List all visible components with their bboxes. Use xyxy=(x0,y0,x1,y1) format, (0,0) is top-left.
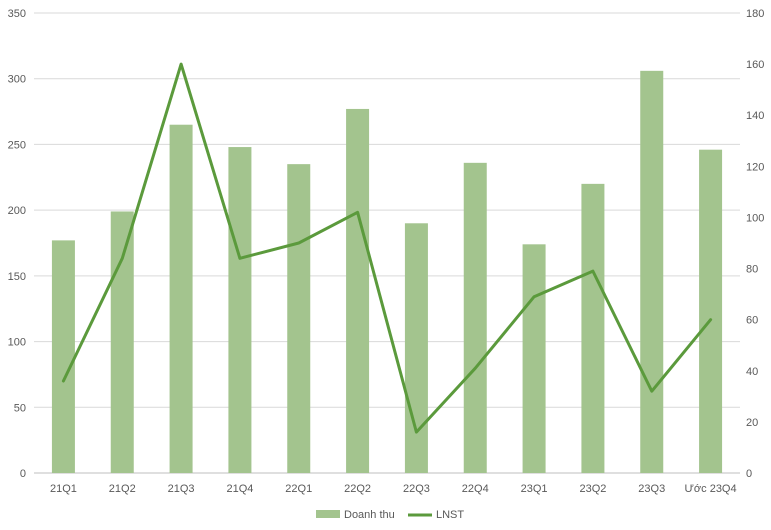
y-left-tick-label: 200 xyxy=(8,205,26,217)
y-left-tick-label: 0 xyxy=(20,468,26,480)
y-axis-right: 0 20 40 60 80 100 120 140 160 180 xyxy=(746,8,764,480)
y-right-tick-label: 60 xyxy=(746,315,758,327)
x-tick-label: 23Q1 xyxy=(521,483,548,495)
bar-doanh-thu xyxy=(699,149,723,473)
y-left-tick-label: 150 xyxy=(8,271,26,283)
bar-doanh-thu xyxy=(463,162,487,474)
x-tick-label: Ước 23Q4 xyxy=(685,483,737,495)
y-right-tick-label: 160 xyxy=(746,59,764,71)
x-tick-label: 21Q4 xyxy=(226,483,253,495)
y-right-tick-label: 180 xyxy=(746,8,764,20)
y-left-tick-label: 100 xyxy=(8,337,26,349)
x-tick-label: 22Q3 xyxy=(403,483,430,495)
bar-doanh-thu xyxy=(346,108,370,473)
bar-doanh-thu xyxy=(51,240,75,473)
y-left-tick-label: 250 xyxy=(8,139,26,151)
y-right-tick-label: 100 xyxy=(746,212,764,224)
legend-label-lnst: LNST xyxy=(436,509,464,521)
x-tick-label: 21Q2 xyxy=(109,483,136,495)
x-tick-label: 23Q2 xyxy=(579,483,606,495)
bar-doanh-thu xyxy=(404,223,428,473)
legend: Doanh thu LNST xyxy=(316,509,464,521)
bar-doanh-thu xyxy=(522,244,546,473)
profit-line-series xyxy=(61,62,713,434)
y-right-tick-label: 120 xyxy=(746,161,764,173)
bar-doanh-thu xyxy=(287,164,311,473)
y-right-tick-label: 20 xyxy=(746,417,758,429)
y-right-tick-label: 0 xyxy=(746,468,752,480)
gridlines xyxy=(34,12,740,474)
y-left-tick-label: 350 xyxy=(8,8,26,20)
y-left-tick-label: 300 xyxy=(8,74,26,86)
line-lnst xyxy=(61,62,713,434)
bar-doanh-thu xyxy=(169,124,193,473)
x-axis: 21Q1 21Q2 21Q3 21Q4 22Q1 22Q2 22Q3 22Q4 23Q1 23Q2… xyxy=(50,483,737,495)
x-tick-label: 23Q3 xyxy=(638,483,665,495)
y-axis-left: 0 50 100 150 200 250 300 350 xyxy=(8,8,26,480)
x-tick-label: 22Q2 xyxy=(344,483,371,495)
legend-label-doanh-thu: Doanh thu xyxy=(344,509,395,521)
y-right-tick-label: 80 xyxy=(746,264,758,276)
x-tick-label: 22Q4 xyxy=(462,483,489,495)
bar-doanh-thu xyxy=(110,211,134,473)
bar-doanh-thu xyxy=(581,183,605,473)
x-tick-label: 21Q1 xyxy=(50,483,77,495)
legend-swatch-doanh-thu xyxy=(316,510,340,518)
revenue-bars xyxy=(51,70,723,474)
x-tick-label: 22Q1 xyxy=(285,483,312,495)
bar-doanh-thu xyxy=(640,70,664,473)
y-right-tick-label: 140 xyxy=(746,110,764,122)
y-left-tick-label: 50 xyxy=(14,402,26,414)
x-tick-label: 21Q3 xyxy=(168,483,195,495)
y-right-tick-label: 40 xyxy=(746,366,758,378)
bar-doanh-thu xyxy=(228,147,252,474)
